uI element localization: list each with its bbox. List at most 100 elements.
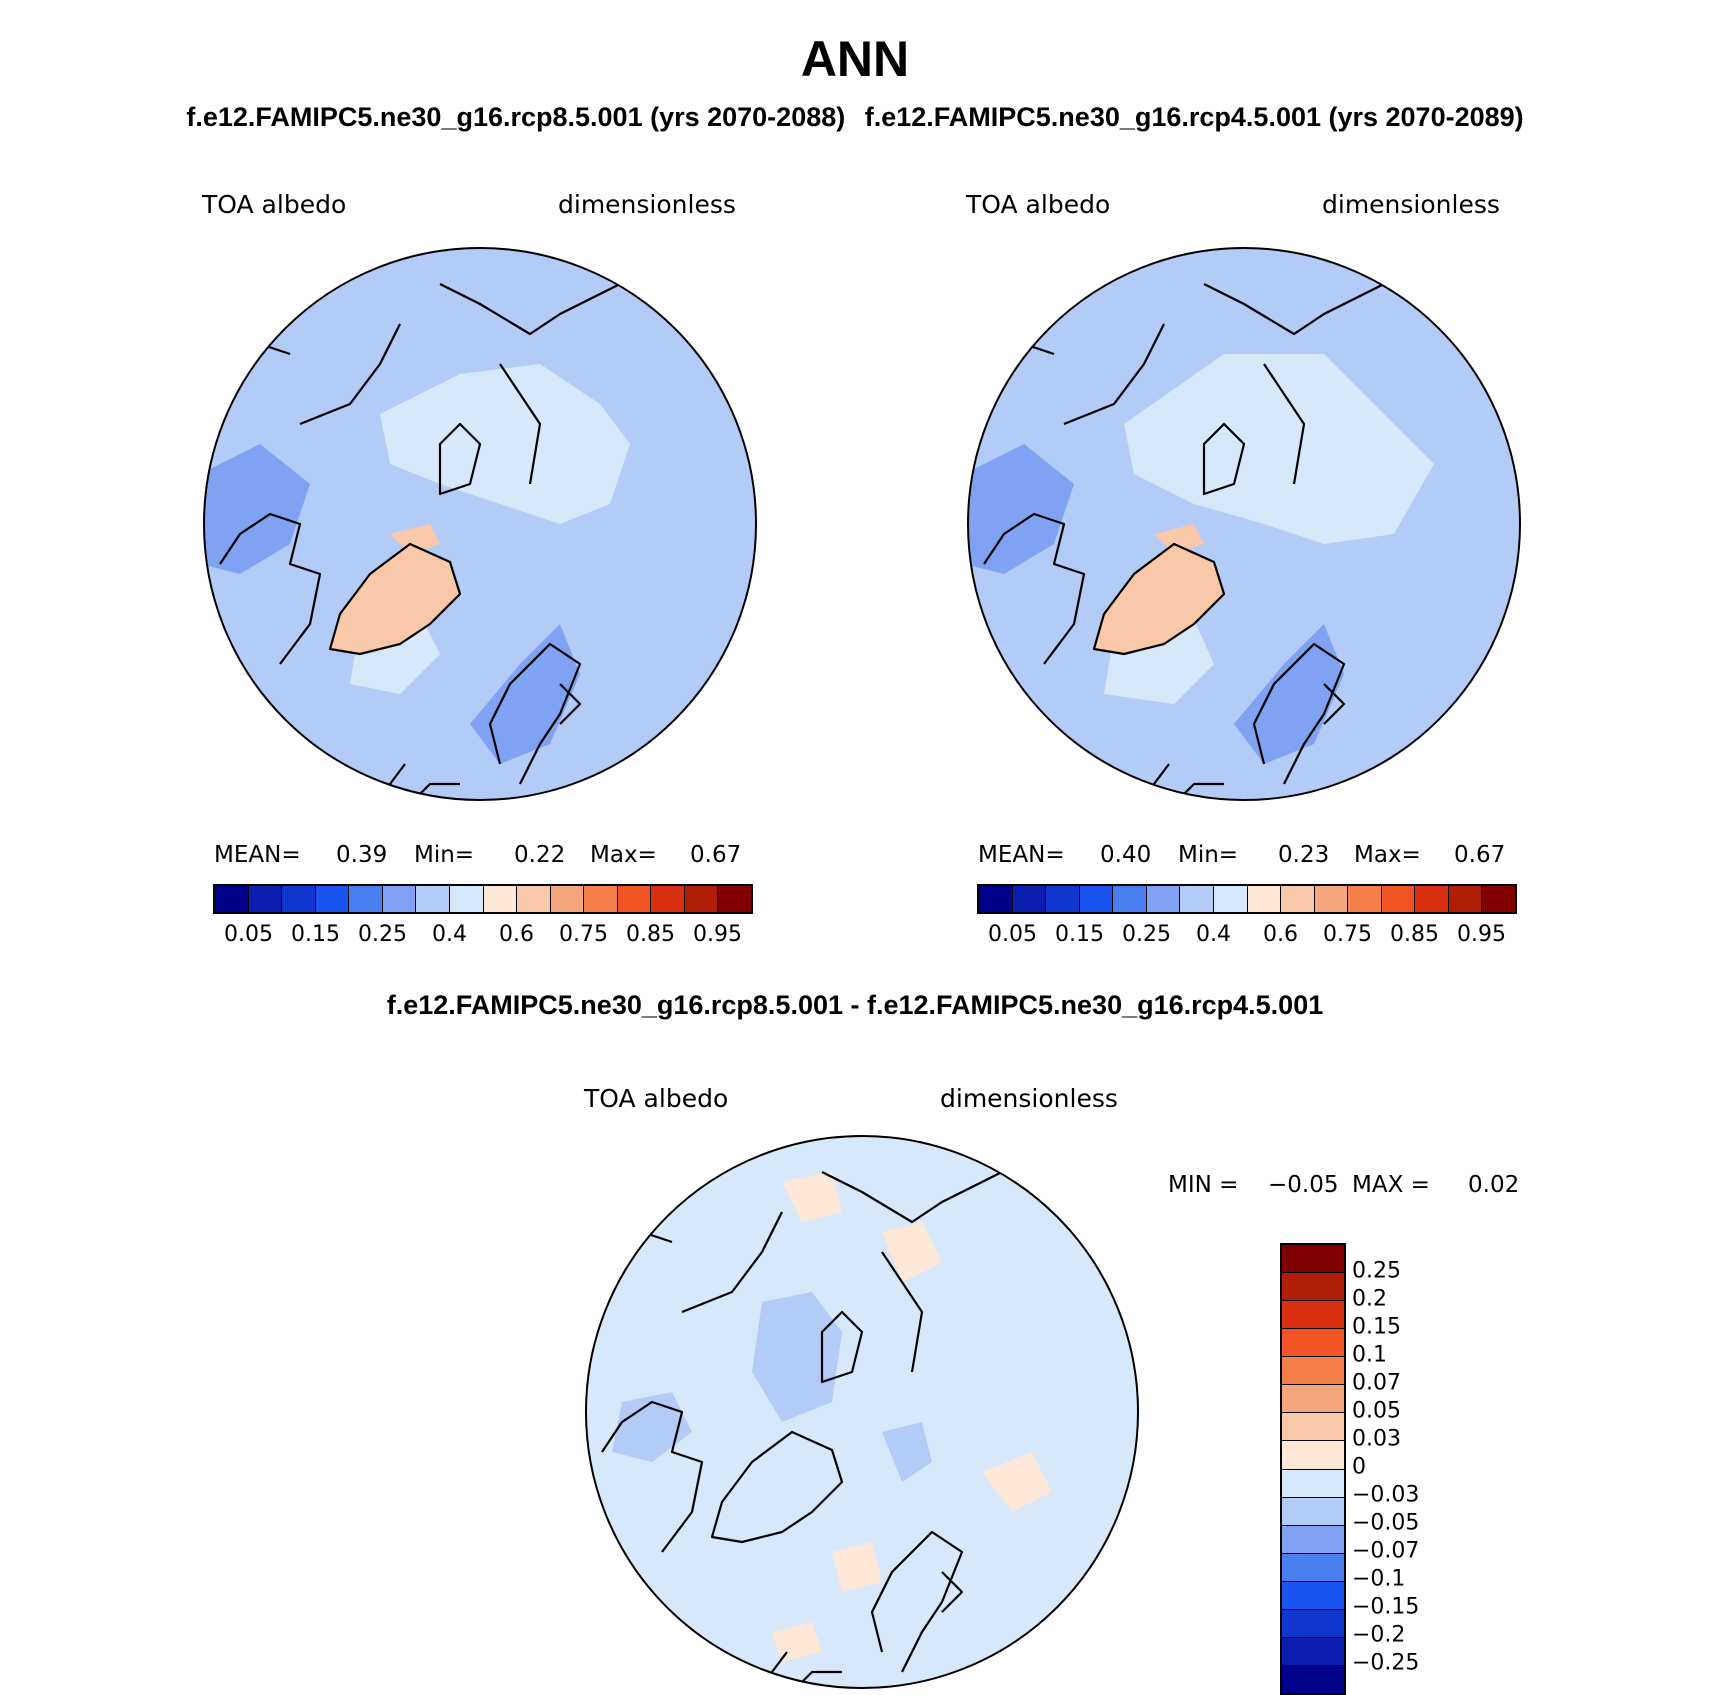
left-colorbar-color-swatch xyxy=(382,886,417,912)
right-colorbar-color-swatch xyxy=(1012,886,1047,912)
left-colorbar-color-swatch xyxy=(684,886,719,912)
coastline xyxy=(870,1530,964,1673)
diff-colorbar-color-swatch xyxy=(1282,1525,1344,1554)
diff-colorbar-color-swatch xyxy=(1282,1581,1344,1610)
right-colorbar-color-swatch xyxy=(1180,886,1214,912)
greenland-region xyxy=(330,544,460,654)
positive-difference-region xyxy=(782,1172,842,1222)
right-colorbar-color-swatch xyxy=(1448,886,1483,912)
right-polar-map xyxy=(967,247,1521,801)
left-mean-label: MEAN= xyxy=(214,842,301,868)
left-colorbar-tick-label: 0.75 xyxy=(559,922,608,947)
diff-colorbar-tick-label: 0.07 xyxy=(1352,1370,1401,1396)
greenland-region xyxy=(1154,524,1204,554)
right-max-value: 0.67 xyxy=(1454,842,1506,868)
diff-colorbar-color-swatch xyxy=(1282,1329,1344,1358)
case2-title: f.e12.FAMIPC5.ne30_g16.rcp4.5.001 (yrs 2… xyxy=(864,102,1524,132)
right-colorbar-ticks: 0.05 0.15 0.25 0.4 0.6 0.75 0.85 0.95 xyxy=(977,922,1517,952)
coastline xyxy=(601,1400,704,1553)
left-polar-map xyxy=(203,247,757,801)
diff-colorbar-tick-label: 0.15 xyxy=(1352,1314,1401,1340)
diff-colorbar-tick-label: −0.1 xyxy=(1352,1566,1406,1592)
right-colorbar-color-swatch xyxy=(1213,886,1248,912)
left-colorbar-color-swatch xyxy=(349,886,383,912)
diff-polar-map xyxy=(585,1135,1139,1689)
left-colorbar-ticks: 0.05 0.15 0.25 0.4 0.6 0.75 0.85 0.95 xyxy=(213,922,753,952)
left-colorbar xyxy=(213,884,753,914)
left-max-label: Max= xyxy=(590,842,657,868)
diff-min-label: MIN = xyxy=(1168,1172,1239,1198)
diff-colorbar-color-swatch xyxy=(1282,1609,1344,1638)
case1-title: f.e12.FAMIPC5.ne30_g16.rcp8.5.001 (yrs 2… xyxy=(186,102,846,132)
left-colorbar-color-swatch xyxy=(215,886,249,912)
coastline xyxy=(1203,283,1385,485)
negative-difference-region xyxy=(752,1292,842,1422)
diff-max-value: 0.02 xyxy=(1468,1172,1520,1198)
diff-title: f.e12.FAMIPC5.ne30_g16.rcp8.5.001 - f.e1… xyxy=(386,990,1324,1020)
diff-colorbar-tick-label: 0.2 xyxy=(1352,1286,1387,1312)
right-colorbar-color-swatch xyxy=(1146,886,1181,912)
right-colorbar xyxy=(977,884,1517,914)
diff-colorbar-color-swatch xyxy=(1282,1413,1344,1442)
diff-colorbar-tick-label: −0.25 xyxy=(1352,1650,1420,1676)
left-colorbar-color-swatch xyxy=(315,886,350,912)
negative-difference-region xyxy=(882,1422,932,1482)
right-colorbar-tick-label: 0.05 xyxy=(988,922,1037,947)
left-colorbar-color-swatch xyxy=(282,886,316,912)
diff-units-label: dimensionless xyxy=(940,1084,1118,1113)
positive-difference-region xyxy=(882,1222,942,1282)
low-albedo-region xyxy=(470,624,580,764)
diff-colorbar-color-swatch xyxy=(1282,1665,1344,1693)
diff-colorbar-color-swatch xyxy=(1282,1497,1344,1526)
right-colorbar-tick-label: 0.85 xyxy=(1390,922,1439,947)
positive-difference-region xyxy=(982,1452,1052,1512)
right-mean-value: 0.40 xyxy=(1100,842,1152,868)
diff-colorbar-tick-label: 0.25 xyxy=(1352,1258,1401,1284)
coastline xyxy=(438,422,482,496)
diff-colorbar-tick-label: −0.07 xyxy=(1352,1538,1420,1564)
right-stats: MEAN= 0.40 Min= 0.23 Max= 0.67 xyxy=(978,842,1518,872)
right-colorbar-color-swatch xyxy=(979,886,1013,912)
map-border xyxy=(203,247,757,801)
coastline xyxy=(219,512,322,665)
diff-max-label: MAX = xyxy=(1352,1172,1430,1198)
coastline xyxy=(821,1171,1003,1373)
diff-colorbar-color-swatch xyxy=(1282,1469,1344,1498)
low-albedo-region xyxy=(1234,624,1344,764)
left-min-label: Min= xyxy=(414,842,475,868)
diff-colorbar-color-swatch xyxy=(1282,1273,1344,1302)
right-colorbar-color-swatch xyxy=(1314,886,1349,912)
polar-high-region xyxy=(1124,354,1434,544)
right-units-label: dimensionless xyxy=(1322,190,1500,219)
greenland-region xyxy=(390,524,440,554)
coastline xyxy=(1252,642,1346,785)
diff-colorbar-color-swatch xyxy=(1282,1441,1344,1470)
diff-stats: MIN = −0.05 MAX = 0.02 xyxy=(1168,1172,1528,1202)
left-colorbar-color-swatch xyxy=(248,886,283,912)
diff-colorbar-color-swatch xyxy=(1282,1357,1344,1386)
left-units-label: dimensionless xyxy=(558,190,736,219)
left-colorbar-color-swatch xyxy=(416,886,450,912)
diff-colorbar xyxy=(1280,1243,1346,1695)
case-titles: f.e12.FAMIPC5.ne30_g16.rcp8.5.001 (yrs 2… xyxy=(0,102,1710,133)
left-colorbar-tick-label: 0.25 xyxy=(358,922,407,947)
right-colorbar-color-swatch xyxy=(1113,886,1147,912)
diff-variable-label: TOA albedo xyxy=(584,1084,729,1113)
coastline xyxy=(710,1430,844,1544)
diff-colorbar-tick-label: −0.05 xyxy=(1352,1510,1420,1536)
right-max-label: Max= xyxy=(1354,842,1421,868)
coastline xyxy=(820,1310,864,1384)
left-colorbar-tick-label: 0.85 xyxy=(626,922,675,947)
left-mean-value: 0.39 xyxy=(336,842,388,868)
diff-colorbar-ticks: 0.25 0.2 0.15 0.1 0.07 0.05 0.03 0 −0.03 −0.05 −0.… xyxy=(1352,1243,1452,1691)
diff-colorbar-color-swatch xyxy=(1282,1245,1344,1274)
diff-colorbar-tick-label: 0 xyxy=(1352,1454,1366,1480)
right-colorbar-tick-label: 0.15 xyxy=(1055,922,1104,947)
left-colorbar-tick-label: 0.95 xyxy=(693,922,742,947)
right-min-value: 0.23 xyxy=(1278,842,1330,868)
right-colorbar-color-swatch xyxy=(1079,886,1114,912)
right-colorbar-color-swatch xyxy=(1281,886,1315,912)
right-variable-label: TOA albedo xyxy=(966,190,1111,219)
coastline xyxy=(983,512,1086,665)
right-colorbar-color-swatch xyxy=(1247,886,1282,912)
